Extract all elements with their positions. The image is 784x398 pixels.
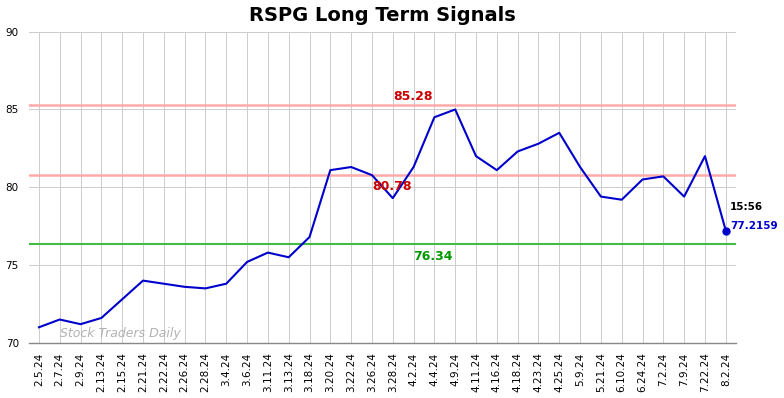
- Text: 77.2159: 77.2159: [730, 221, 778, 231]
- Text: 76.34: 76.34: [414, 250, 453, 263]
- Text: 80.78: 80.78: [372, 180, 412, 193]
- Text: 85.28: 85.28: [393, 90, 432, 103]
- Title: RSPG Long Term Signals: RSPG Long Term Signals: [249, 6, 516, 25]
- Text: Stock Traders Daily: Stock Traders Daily: [60, 327, 180, 339]
- Text: 15:56: 15:56: [730, 202, 763, 213]
